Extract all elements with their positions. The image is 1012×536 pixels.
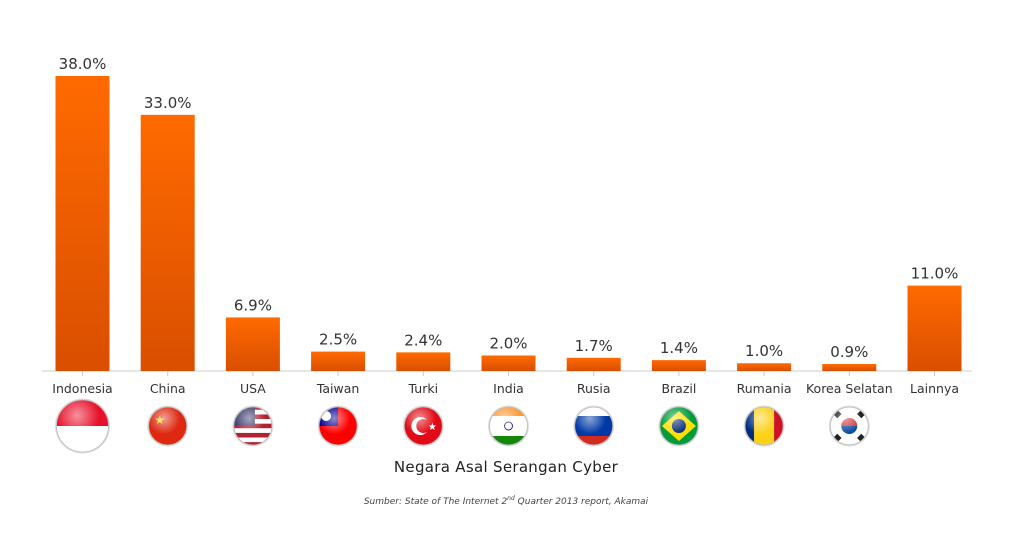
category-label: China (150, 381, 186, 396)
bar-rumania (737, 363, 792, 371)
russia-flag-icon (573, 405, 615, 447)
category-label: Rusia (577, 381, 611, 396)
data-label: 2.4% (404, 331, 442, 349)
data-label: 2.5% (319, 331, 357, 349)
bar-indonesia (55, 76, 110, 371)
brazil-flag-icon (658, 405, 700, 447)
category-label: Lainnya (910, 381, 959, 396)
category-label: Rumania (737, 381, 792, 396)
usa-flag-icon (232, 405, 274, 447)
category-label: India (493, 381, 524, 396)
category-label: Korea Selatan (806, 381, 893, 396)
data-label: 2.0% (489, 334, 527, 352)
south-korea-flag-icon (828, 405, 870, 447)
taiwan-flag-icon (317, 405, 359, 447)
chart-title: Negara Asal Serangan Cyber (393, 458, 619, 476)
category-label: USA (240, 381, 266, 396)
india-flag-icon (488, 405, 529, 447)
data-label: 38.0% (59, 55, 107, 73)
china-flag-icon: ★ (147, 405, 189, 447)
chart-source: Sumber: State of The Internet 2nd Quarte… (363, 495, 649, 507)
category-label: Brazil (661, 381, 696, 396)
bar-taiwan (311, 351, 366, 371)
data-label: 0.9% (830, 343, 868, 361)
data-label: 11.0% (911, 265, 959, 283)
bar-india (481, 355, 536, 371)
bar-china (140, 114, 195, 371)
bar-brazil (651, 360, 706, 371)
data-label: 1.7% (575, 337, 613, 355)
data-label: 1.0% (745, 342, 783, 360)
bar-turki (396, 352, 451, 371)
category-label: Taiwan (316, 381, 360, 396)
category-label: Turki (408, 381, 439, 396)
turkey-flag-icon: ★ (402, 405, 444, 447)
bar-usa (225, 317, 280, 371)
bar-rusia (566, 357, 621, 371)
data-label: 33.0% (144, 94, 192, 112)
bar-korea-selatan (822, 364, 877, 371)
indonesia-flag-icon (55, 398, 110, 454)
data-label: 1.4% (660, 339, 698, 357)
category-label: Indonesia (52, 381, 112, 396)
bar-lainnya (907, 285, 962, 371)
romania-flag-icon (743, 405, 785, 447)
data-label: 6.9% (234, 296, 272, 314)
